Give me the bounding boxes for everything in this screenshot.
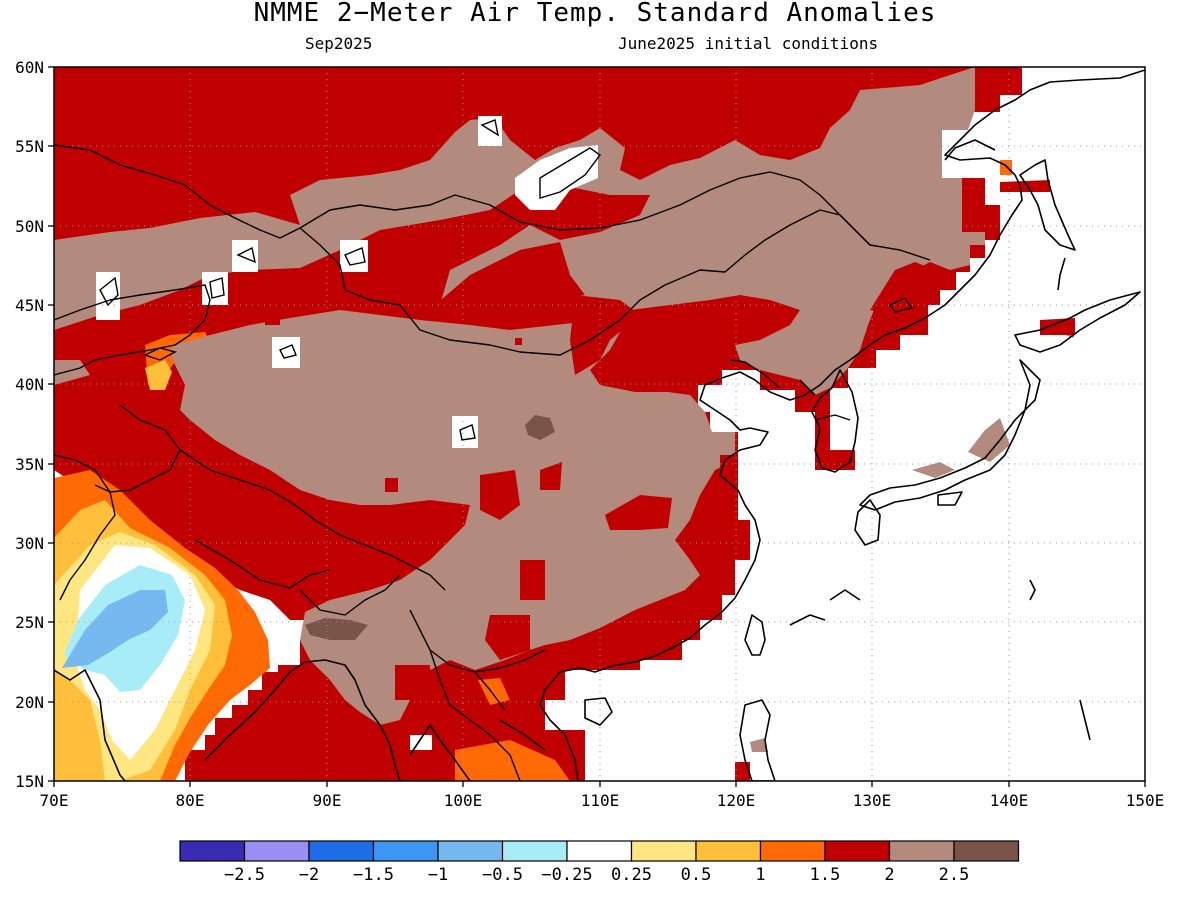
- legend-label: 0.5: [681, 865, 712, 885]
- graticule: [54, 67, 1145, 781]
- legend-label: 2: [884, 865, 894, 885]
- legend-swatch: [501, 840, 568, 862]
- lat-label: 35N: [15, 455, 44, 474]
- initial-conditions: June2025 initial conditions: [618, 34, 879, 53]
- legend-swatch: [179, 840, 246, 862]
- map-title: NMME 2−Meter Air Temp. Standard Anomalie…: [253, 0, 937, 28]
- legend-label: 1.5: [810, 865, 841, 885]
- legend-swatch: [759, 840, 826, 862]
- lon-label: 110E: [581, 791, 620, 810]
- legend-swatch: [308, 840, 375, 862]
- legend-label: −2: [299, 865, 319, 885]
- lat-label: 40N: [15, 375, 44, 394]
- legend-label: 0.25: [611, 865, 652, 885]
- lon-label: 90E: [313, 791, 342, 810]
- lon-label: 130E: [853, 791, 892, 810]
- legend-label: −1.5: [353, 865, 394, 885]
- legend-swatch: [695, 840, 762, 862]
- legend-swatch: [437, 840, 504, 862]
- legend-swatch: [824, 840, 891, 862]
- anomaly-fill: [54, 67, 1145, 781]
- legend-label: −2.5: [224, 865, 265, 885]
- legend-swatch: [888, 840, 955, 862]
- legend-swatch: [566, 840, 633, 862]
- latitude-labels: 60N 55N 50N 45N 40N 35N 30N 25N 20N 15N: [15, 58, 44, 791]
- legend-label: 1: [755, 865, 765, 885]
- lon-label: 140E: [990, 791, 1029, 810]
- lon-label: 100E: [444, 791, 483, 810]
- country-borders: [54, 144, 931, 781]
- lon-label: 80E: [176, 791, 205, 810]
- lat-label: 55N: [15, 137, 44, 156]
- lat-label: 30N: [15, 534, 44, 553]
- lon-label: 120E: [717, 791, 756, 810]
- longitude-labels: 70E 80E 90E 100E 110E 120E 130E 140E 150…: [40, 791, 1165, 810]
- lat-label: 60N: [15, 58, 44, 77]
- lat-label: 20N: [15, 693, 44, 712]
- legend-label: −0.5: [482, 865, 523, 885]
- color-legend: −2.5 −2 −1.5 −1 −0.5 −0.25 0.25 0.5 1 1.5 2 2.5: [179, 840, 1020, 885]
- lat-label: 45N: [15, 296, 44, 315]
- legend-swatch: [630, 840, 697, 862]
- legend-label: 2.5: [939, 865, 970, 885]
- legend-swatch: [243, 840, 310, 862]
- lat-label: 50N: [15, 217, 44, 236]
- legend-label: −1: [428, 865, 448, 885]
- lat-label: 15N: [15, 772, 44, 791]
- lat-label: 25N: [15, 613, 44, 632]
- lakes: [99, 119, 914, 441]
- lon-label: 70E: [40, 791, 69, 810]
- coastlines: [54, 69, 1145, 781]
- legend-label: −0.25: [541, 865, 592, 885]
- lon-label: 150E: [1126, 791, 1165, 810]
- forecast-month: Sep2025: [305, 34, 373, 53]
- legend-swatch: [372, 840, 439, 862]
- axis-ticks: [48, 66, 1146, 787]
- legend-swatch: [953, 840, 1020, 862]
